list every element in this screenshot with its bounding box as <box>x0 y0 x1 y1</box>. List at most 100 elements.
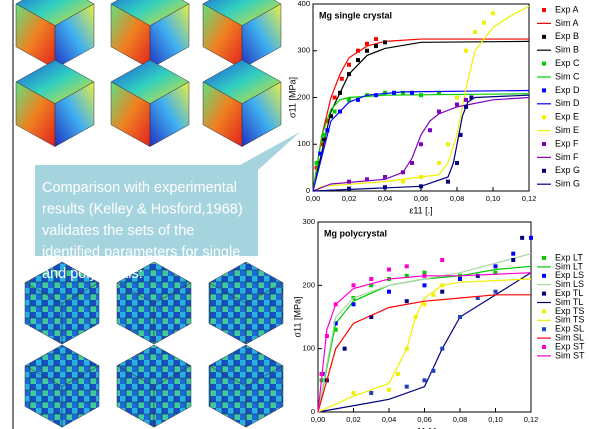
exp-point <box>401 180 405 184</box>
exp-point <box>511 252 515 256</box>
slide: Comparison with experimental results (Kel… <box>0 0 589 429</box>
exp-point <box>356 58 360 62</box>
y-tick-label: 200 <box>302 280 315 289</box>
x-tick-label: 0,02 <box>346 415 361 424</box>
y-tick-label: 400 <box>297 0 310 8</box>
legend-label: Sim B <box>555 45 579 55</box>
exp-point <box>437 161 441 165</box>
legend-label: Exp C <box>555 58 580 68</box>
exp-point <box>374 37 378 41</box>
exp-point <box>464 49 468 53</box>
exp-point <box>431 369 435 373</box>
legend-marker <box>542 309 546 313</box>
exp-point <box>333 110 337 114</box>
legend-marker <box>542 169 546 173</box>
exp-point <box>455 103 459 107</box>
legend-marker <box>542 35 546 39</box>
exp-point <box>440 347 444 351</box>
x-tick-label: 0,06 <box>414 194 429 203</box>
exp-point <box>387 290 391 294</box>
x-axis-label: ε11 [.] <box>409 205 432 215</box>
exp-point <box>464 98 468 102</box>
callout-line: and polycrstals: <box>42 266 143 282</box>
legend-label: Sim F <box>555 152 579 162</box>
legend-marker <box>542 8 546 12</box>
legend-marker <box>542 345 546 349</box>
x-tick-label: 0,04 <box>382 415 397 424</box>
legend-label: Exp A <box>555 4 579 14</box>
exp-point <box>423 302 427 306</box>
callout-line: validates the sets of the <box>42 223 194 239</box>
legend-label: Sim D <box>555 98 580 108</box>
legend-label: Sim A <box>555 18 579 28</box>
legend-marker <box>542 88 546 92</box>
y-tick-label: 100 <box>302 344 315 353</box>
chart-title: Mg polycrystal <box>324 228 387 238</box>
callout-line: identified parameters for single <box>42 244 240 260</box>
exp-point <box>340 77 344 81</box>
legend-marker <box>542 327 546 331</box>
exp-point <box>419 142 423 146</box>
x-tick-label: 0,10 <box>488 415 503 424</box>
exp-point <box>446 142 450 146</box>
x-tick-label: 0,12 <box>522 194 537 203</box>
exp-point <box>440 290 444 294</box>
exp-point <box>491 11 495 15</box>
x-tick-label: 0,04 <box>378 194 393 203</box>
exp-point <box>440 258 444 262</box>
charts: Mg single crystal 0,00 0,02 0,04 0,06 0,08 0,1… <box>287 0 585 429</box>
y-axis-label: σ11 [MPa] <box>292 297 302 338</box>
exp-point <box>423 283 427 287</box>
callout-line: results (Kelley & Hosford,1968) <box>42 201 243 217</box>
exp-point <box>494 290 498 294</box>
exp-point <box>520 236 524 240</box>
exp-point <box>423 378 427 382</box>
callout-line: Comparison with experimental <box>42 180 237 196</box>
legend-label: Exp G <box>555 165 580 175</box>
x-tick-label: 0,00 <box>306 194 321 203</box>
exp-point <box>405 385 409 389</box>
legend-label: Sim ST <box>555 350 585 360</box>
chart-title: Mg single crystal <box>319 10 392 20</box>
exp-point <box>352 283 356 287</box>
exp-point <box>405 264 409 268</box>
y-tick-label: 100 <box>297 139 310 148</box>
exp-point <box>482 21 486 25</box>
y-tick-label: 300 <box>302 217 315 226</box>
exp-point <box>365 49 369 53</box>
legend-marker <box>542 62 546 66</box>
exp-point <box>369 277 373 281</box>
y-tick-label: 0 <box>311 407 315 416</box>
exp-point <box>347 63 351 67</box>
exp-point <box>343 347 347 351</box>
exp-point <box>374 44 378 48</box>
exp-point <box>387 388 391 392</box>
exp-point <box>369 391 373 395</box>
legend-label: Sim G <box>555 179 580 189</box>
x-tick-label: 0,00 <box>311 415 326 424</box>
legend-label: Exp E <box>555 112 579 122</box>
x-tick-label: 0,06 <box>417 415 432 424</box>
legend-marker <box>542 256 546 260</box>
legend-label: Exp D <box>555 85 580 95</box>
exp-point <box>318 152 322 156</box>
legend-label: Exp B <box>555 31 579 41</box>
exp-point <box>396 372 400 376</box>
exp-point <box>494 264 498 268</box>
x-tick-label: 0,02 <box>342 194 357 203</box>
plot-frame <box>313 4 529 191</box>
legend-label: Sim E <box>555 125 579 135</box>
exp-point <box>405 299 409 303</box>
exp-point <box>473 30 477 34</box>
exp-point <box>333 96 337 100</box>
legend-marker <box>542 292 546 296</box>
exp-point <box>428 128 432 132</box>
y-tick-label: 300 <box>297 46 310 55</box>
exp-point <box>352 391 356 395</box>
y-axis-label: σ11 [MPa] <box>287 77 297 118</box>
y-tick-label: 0 <box>306 186 310 195</box>
exp-point <box>511 258 515 262</box>
legend-label: Sim C <box>555 71 580 81</box>
x-tick-label: 0,08 <box>450 194 465 203</box>
exp-point <box>387 268 391 272</box>
